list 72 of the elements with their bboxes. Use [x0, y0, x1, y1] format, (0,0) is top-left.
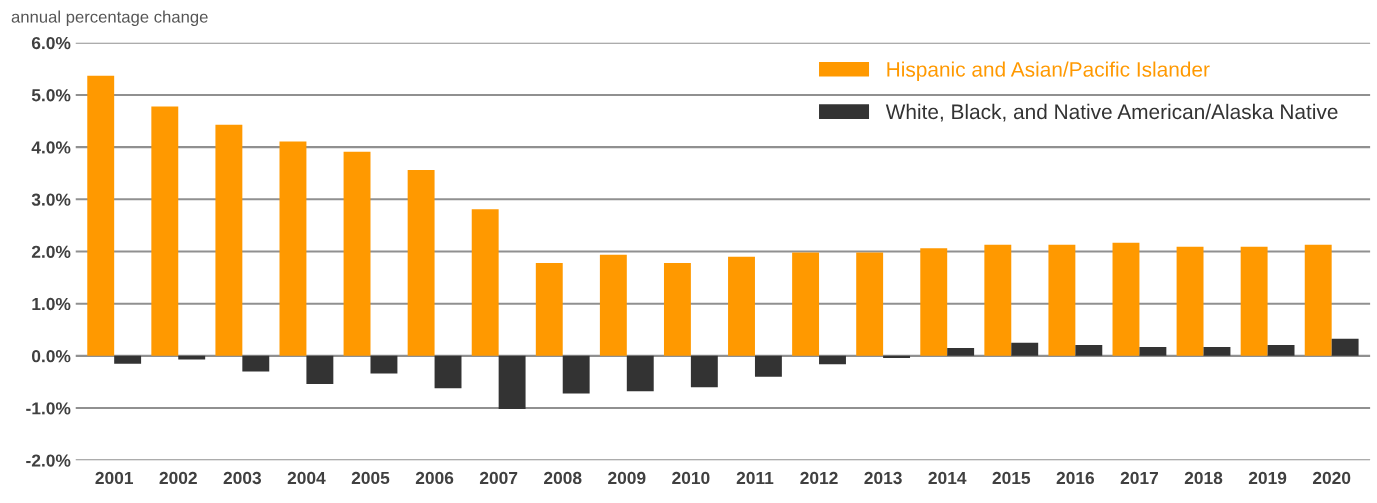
x-tick-label: 2006 [415, 471, 454, 485]
y-tick-label: 3.0% [31, 193, 71, 206]
x-tick-label: 2002 [159, 471, 197, 485]
bar [1075, 344, 1103, 356]
y-tick-label: 6.0% [31, 36, 71, 50]
bar [1203, 347, 1231, 356]
x-tick-label: 2011 [736, 471, 774, 485]
bar [947, 348, 975, 356]
y-tick-label: 0.0% [31, 350, 71, 363]
x-tick-label: 2005 [351, 471, 390, 485]
x-tick-label: 2010 [672, 471, 710, 485]
bar [535, 262, 563, 356]
x-tick-label: 2009 [608, 471, 646, 485]
bar [1331, 338, 1359, 356]
x-tick-label: 2018 [1184, 471, 1223, 485]
x-tick-label: 2001 [95, 471, 134, 485]
bar [728, 256, 755, 356]
bar [1240, 246, 1268, 356]
x-tick-label: 2012 [800, 471, 838, 485]
bar [151, 106, 179, 356]
bar [1011, 342, 1039, 356]
bar [498, 355, 526, 410]
bar [754, 355, 782, 377]
bar [306, 355, 334, 385]
bar [690, 355, 718, 388]
bar [279, 141, 307, 356]
legend-label: White, Black, and Native American/Alaska Native [885, 103, 1338, 122]
y-tick-label: 1.0% [32, 297, 71, 311]
x-tick-label: 2020 [1312, 471, 1351, 485]
x-tick-label: 2015 [992, 471, 1031, 485]
bar [370, 355, 398, 374]
bar [114, 355, 142, 364]
x-tick-label: 2017 [1120, 471, 1158, 485]
y-tick-label: 2.0% [31, 245, 71, 258]
x-tick-label: 2003 [223, 471, 262, 485]
bar [562, 355, 590, 394]
y-tick-label: -1.0% [26, 402, 71, 415]
bar [343, 151, 371, 356]
bar [1048, 244, 1076, 356]
bar [1176, 246, 1204, 356]
bar [792, 252, 820, 356]
x-tick-label: 2008 [544, 471, 582, 485]
bar [242, 355, 270, 372]
x-tick-label: 2019 [1248, 471, 1287, 485]
bar [471, 209, 499, 356]
bar [1112, 242, 1140, 356]
x-tick-label: 2007 [479, 471, 518, 485]
y-tick-label: 5.0% [31, 89, 71, 102]
bar [407, 170, 435, 356]
bar [178, 355, 206, 360]
x-tick-label: 2016 [1056, 471, 1095, 485]
x-tick-label: 2004 [287, 471, 326, 485]
y-tick-label: 4.0% [31, 141, 71, 154]
bar [663, 262, 691, 356]
bar [215, 124, 243, 356]
legend-label: Hispanic and Asian/Pacific Islander [887, 61, 1210, 81]
bar [599, 254, 627, 356]
y-tick-label: -2.0% [26, 454, 71, 467]
x-tick-label: 2014 [928, 471, 967, 485]
bar [434, 355, 462, 389]
bar [920, 248, 948, 356]
bar [1267, 344, 1295, 356]
y-axis-title: annual percentage change [11, 10, 208, 27]
bar [87, 75, 115, 356]
bar [626, 355, 654, 392]
bar [1139, 347, 1167, 356]
bar [984, 244, 1012, 356]
bar [819, 355, 846, 365]
bar [856, 252, 884, 356]
x-tick-label: 2013 [864, 471, 902, 485]
bar [1304, 244, 1332, 356]
bar [883, 355, 911, 358]
